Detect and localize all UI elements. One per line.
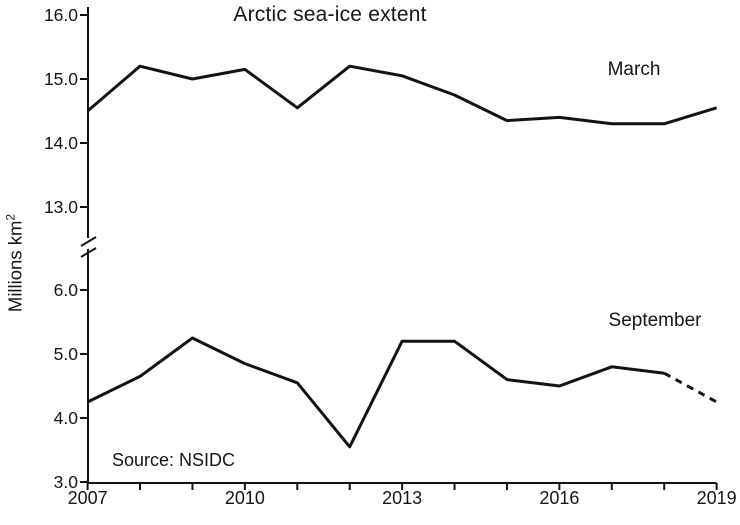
x-tick-label: 2019 <box>696 488 737 508</box>
y-tick-label: 16.0 <box>43 5 78 25</box>
x-tick-label: 2013 <box>382 488 423 508</box>
y-tick-label: 3.0 <box>53 472 78 492</box>
y-tick-label: 14.0 <box>43 133 78 153</box>
source-credit: Source: NSIDC <box>112 450 236 470</box>
x-tick-label: 2010 <box>224 488 265 508</box>
y-tick-label: 6.0 <box>53 280 78 300</box>
y-tick-label: 5.0 <box>53 344 78 364</box>
y-axis-title-text: Millions km <box>4 220 26 313</box>
y-axis-title-superscript: 2 <box>3 213 18 221</box>
y-tick-label: 13.0 <box>43 197 78 217</box>
y-tick-label: 15.0 <box>43 69 78 89</box>
axes <box>80 7 718 490</box>
september-line-solid <box>86 336 665 449</box>
september-line-dashed <box>663 371 718 404</box>
march-line <box>86 64 718 126</box>
y-tick-label: 4.0 <box>53 408 78 428</box>
axis-break-mark-top <box>80 236 97 247</box>
x-tick-label: 2016 <box>539 488 580 508</box>
september-series-label: September <box>608 310 702 331</box>
axis-break-mark-bottom <box>80 247 97 258</box>
data-series <box>86 64 718 449</box>
x-tick-label: 2007 <box>67 488 108 508</box>
y-axis-title: Millions km2 <box>3 214 26 312</box>
chart-title: Arctic sea-ice extent <box>233 3 427 26</box>
march-series-label: March <box>607 59 661 80</box>
